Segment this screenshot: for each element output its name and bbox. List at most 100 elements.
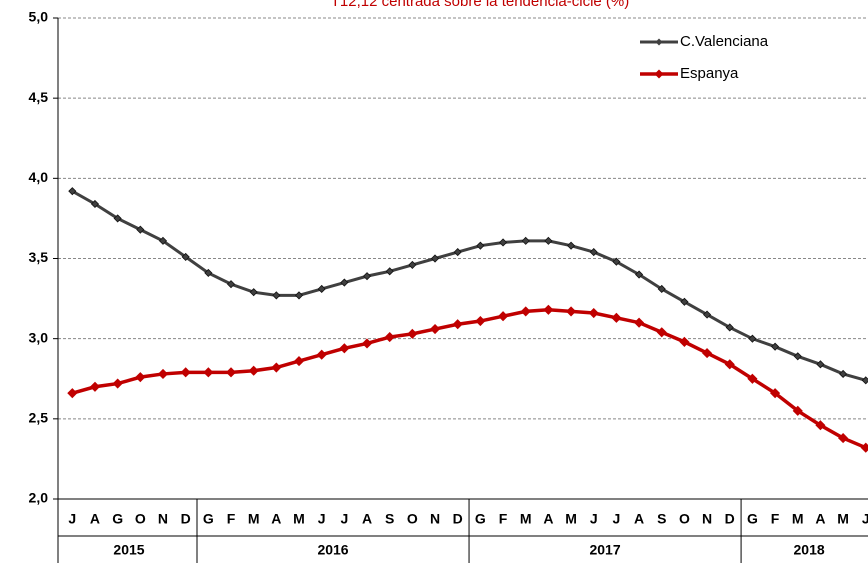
y-tick-label: 5,0 [29, 9, 49, 25]
point [316, 349, 327, 360]
x-tick-label: M [520, 511, 532, 527]
point [611, 312, 622, 323]
point [860, 442, 868, 453]
point [453, 248, 462, 257]
x-tick-label: O [135, 511, 146, 527]
point [89, 381, 101, 392]
x-tick-label: A [543, 511, 553, 527]
point [747, 373, 758, 384]
x-tick-label: N [430, 511, 440, 527]
point [112, 378, 123, 389]
x-tick-label: J [590, 511, 598, 527]
point [839, 369, 848, 379]
x-tick-label: S [657, 511, 666, 527]
point [384, 331, 395, 343]
point [317, 284, 326, 294]
x-tick-label: G [112, 511, 123, 527]
x-tick-label: S [385, 511, 394, 527]
x-tick-label: M [248, 511, 260, 527]
point [225, 367, 237, 378]
x-tick-label: D [181, 511, 191, 527]
point [339, 343, 350, 354]
x-tick-label: N [702, 511, 712, 527]
point [770, 388, 781, 399]
point [90, 199, 100, 209]
x-tick-label: M [837, 511, 849, 527]
y-tick-label: 3,5 [29, 249, 49, 265]
point [135, 372, 146, 383]
x-group-label: 2017 [589, 542, 620, 558]
point [180, 367, 191, 378]
point [294, 291, 304, 300]
series-line [71, 189, 867, 382]
point [748, 334, 757, 343]
y-tick-label: 2,0 [29, 490, 49, 506]
point [136, 225, 145, 234]
point [771, 342, 780, 351]
point [248, 365, 259, 376]
point [408, 260, 417, 269]
point [702, 348, 713, 359]
x-tick-label: G [475, 511, 486, 527]
x-tick-label: G [747, 511, 758, 527]
point [543, 304, 554, 315]
point [816, 360, 825, 369]
point [520, 306, 531, 317]
x-tick-label: J [318, 511, 326, 527]
point [204, 268, 213, 277]
x-group-label: 2018 [794, 542, 825, 558]
point [680, 297, 689, 306]
x-tick-label: D [725, 511, 735, 527]
point [157, 368, 169, 380]
x-tick-label: A [90, 511, 100, 527]
x-tick-label: G [203, 511, 214, 527]
point [203, 367, 214, 378]
x-group-label: 2015 [113, 542, 144, 558]
point [226, 280, 236, 289]
point [181, 252, 190, 261]
point [656, 327, 667, 338]
x-tick-label: N [158, 511, 168, 527]
point [340, 278, 349, 287]
y-tick-label: 4,0 [29, 169, 49, 185]
x-tick-label: J [340, 511, 348, 527]
point [657, 284, 666, 294]
legend-marker [654, 69, 664, 79]
point [565, 306, 577, 317]
point [498, 238, 508, 247]
point [703, 310, 712, 319]
point [566, 241, 576, 250]
point [67, 388, 78, 399]
point [612, 257, 621, 266]
point [362, 272, 372, 281]
legend-label: C.Valenciana [680, 33, 769, 50]
point [113, 214, 122, 223]
legend-label: Espanya [680, 65, 739, 82]
point [158, 236, 168, 245]
point [497, 311, 509, 322]
x-tick-label: F [227, 511, 236, 527]
x-tick-label: J [68, 511, 76, 527]
x-tick-label: F [771, 511, 780, 527]
x-tick-label: J [612, 511, 620, 527]
point [249, 288, 258, 297]
y-tick-label: 3,0 [29, 329, 49, 345]
x-tick-label: A [815, 511, 825, 527]
point [430, 254, 440, 263]
chart-title: T12,12 centrada sobre la tendencia-cicle… [331, 0, 630, 10]
point [68, 187, 77, 196]
x-tick-label: M [293, 511, 305, 527]
x-group-label: 2016 [317, 542, 348, 558]
point [838, 433, 849, 444]
x-tick-label: A [634, 511, 644, 527]
x-tick-label: D [453, 511, 463, 527]
point [725, 323, 734, 332]
x-tick-label: O [407, 511, 418, 527]
point [407, 328, 418, 339]
point [271, 362, 282, 373]
series-line [71, 308, 867, 450]
x-tick-label: O [679, 511, 690, 527]
point [476, 241, 485, 250]
point [452, 319, 463, 330]
